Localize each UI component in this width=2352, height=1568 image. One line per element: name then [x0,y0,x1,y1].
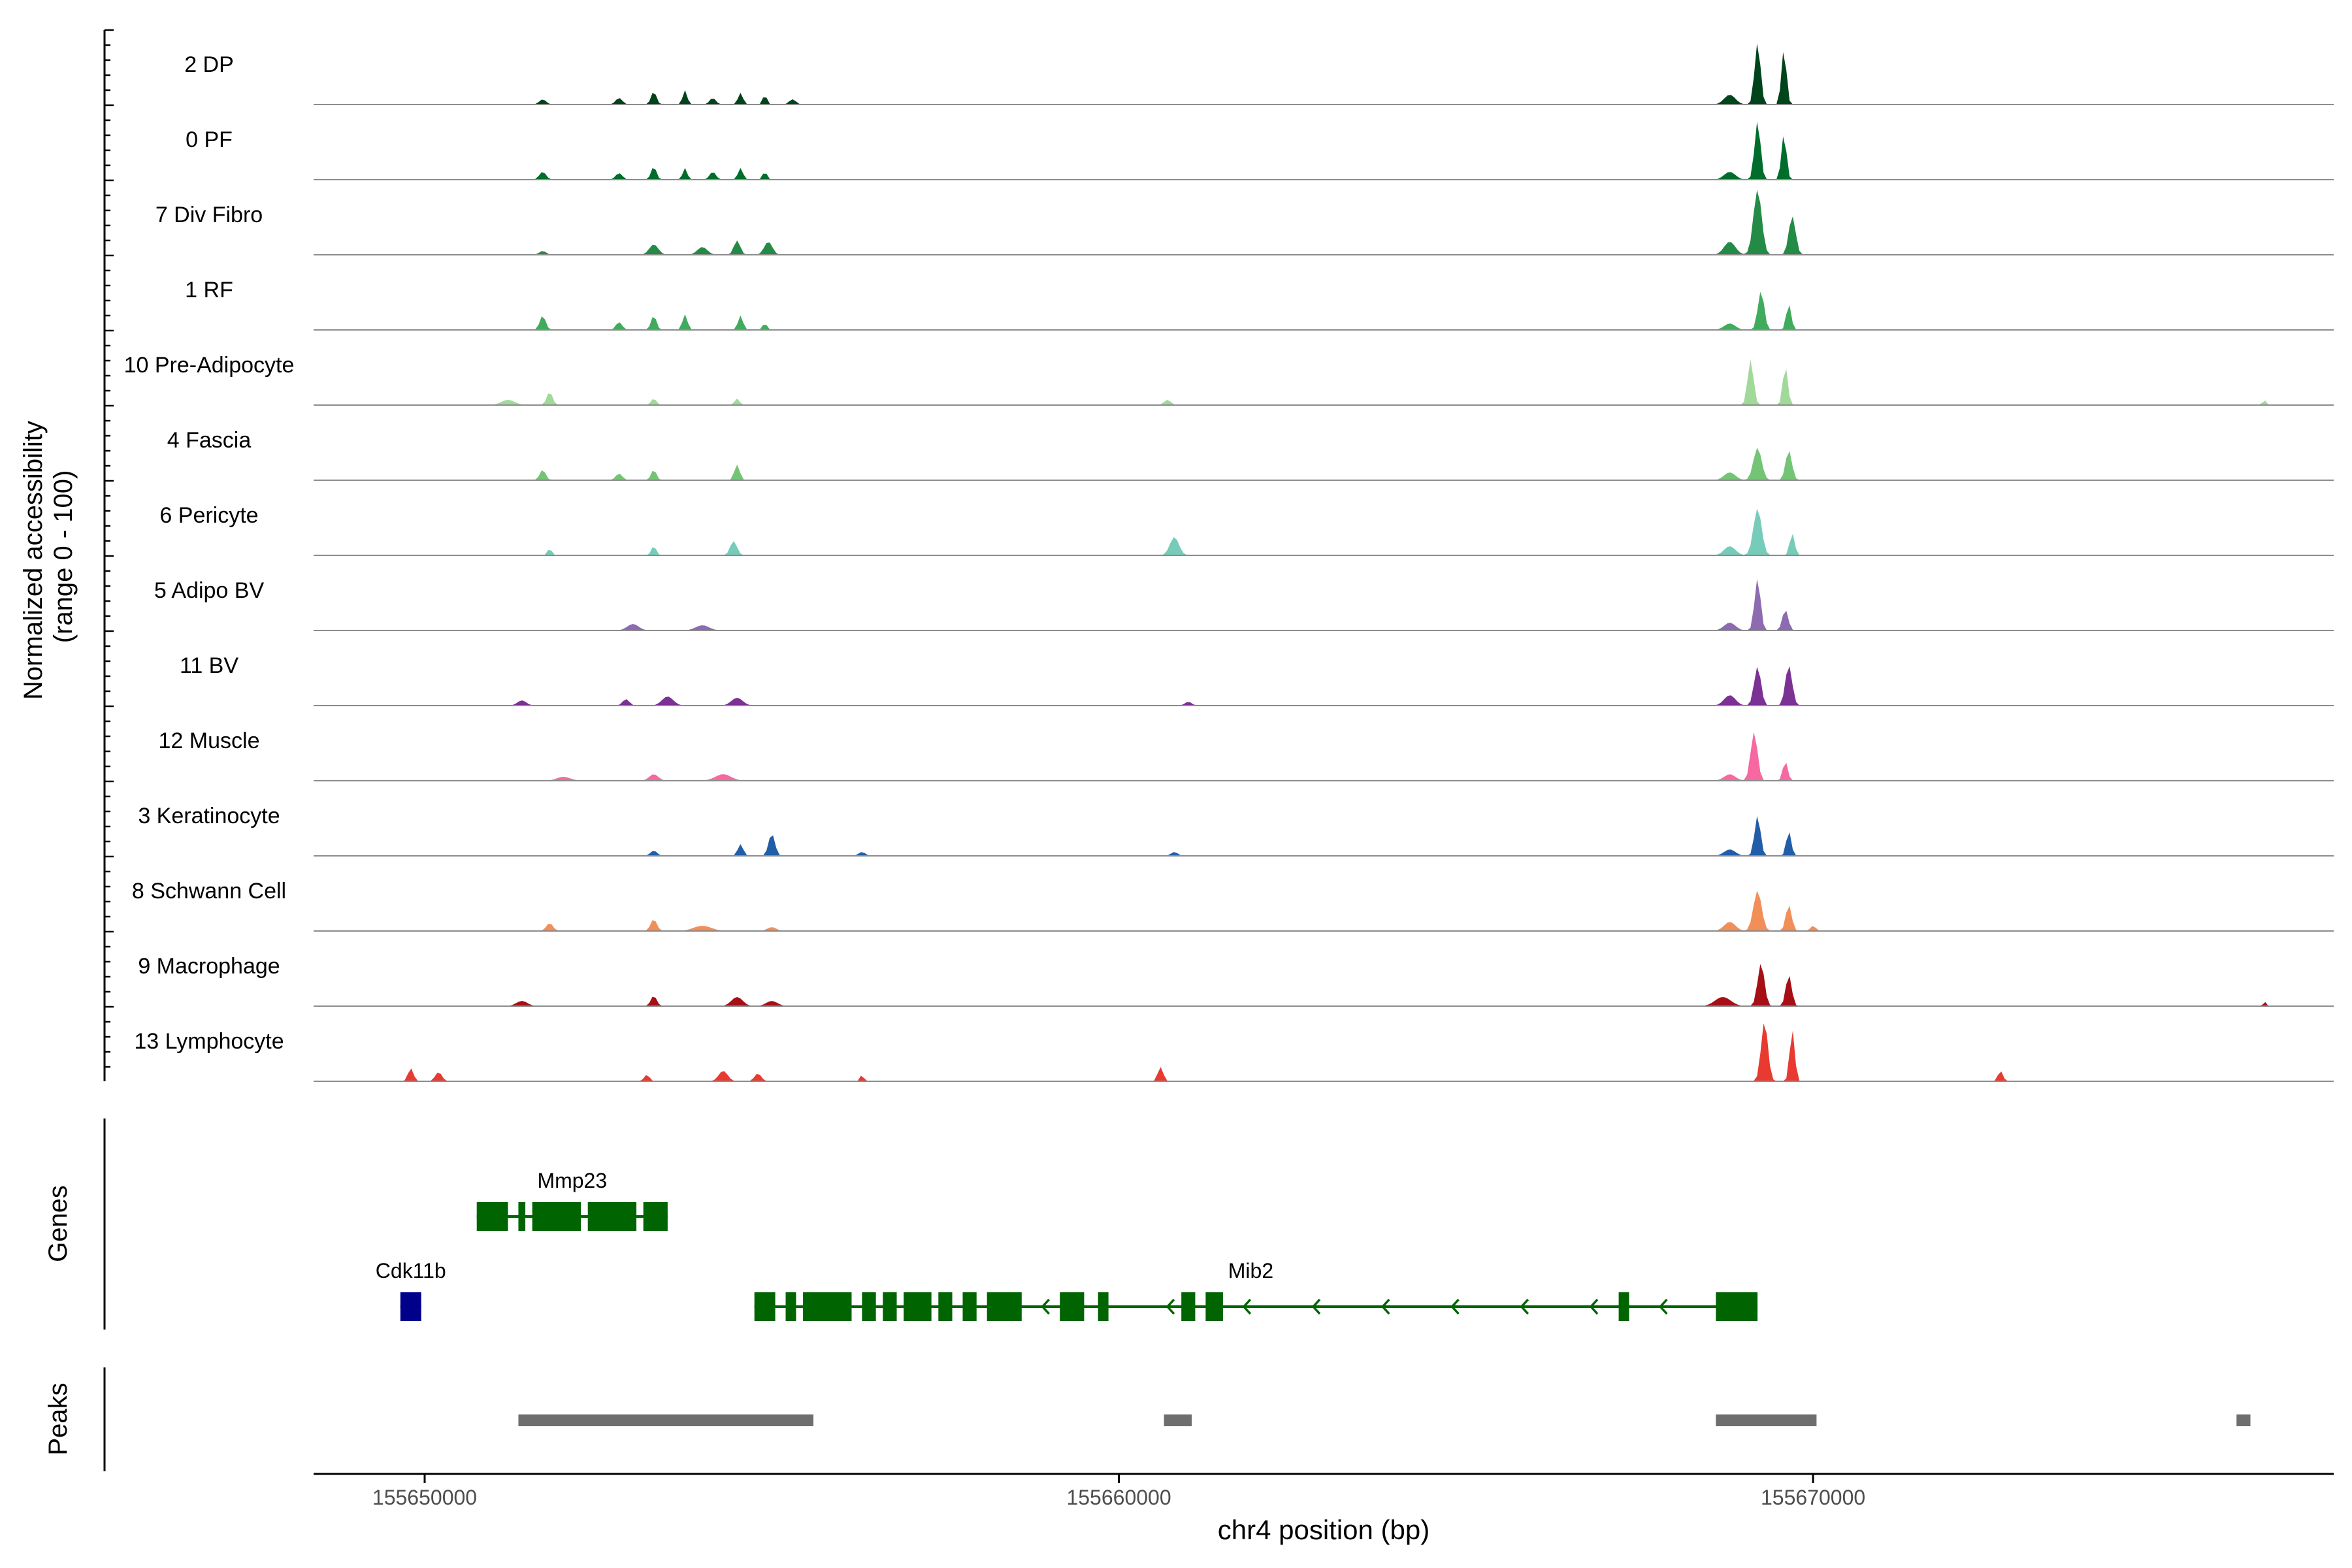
gene-models: Mmp23 Cdk11b Mib2 [376,1169,1758,1321]
gene-exon [1618,1292,1629,1321]
track-0-pf: 0 PF [186,122,2334,180]
strand-arrow [1041,1298,1050,1315]
strand-arrow [1242,1298,1252,1315]
strand-arrow [1658,1298,1668,1315]
x-axis-ticks: 155650000 155660000 155670000 [372,1474,1865,1509]
y-axis-title: Normalized accessibility (range 0 - 100) [19,414,78,700]
peaks-panel: Peaks [44,1367,2251,1471]
gene-exon [518,1202,526,1231]
gene-exon [803,1292,852,1321]
x-tick-label: 155670000 [1761,1486,1865,1509]
coverage-area [314,291,2334,330]
track-label: 9 Macrophage [138,954,280,979]
coverage-area [314,666,2334,706]
coverage-area [314,1023,2334,1081]
gene-label: Mmp23 [537,1169,607,1192]
peak-regions [518,1414,2251,1426]
x-tick-label: 155660000 [1066,1486,1171,1509]
track-2-dp: 2 DP [184,43,2334,105]
track-label: 8 Schwann Cell [132,879,286,904]
track-label: 4 Fascia [167,428,252,453]
track-12-muscle: 12 Muscle [159,728,2334,781]
x-axis-title: chr4 position (bp) [1218,1514,1430,1545]
track-label: 10 Pre-Adipocyte [124,353,295,378]
gene-mib2: Mib2 [754,1259,1758,1321]
track-label: 11 BV [180,653,238,678]
track-7-div-fibro: 7 Div Fibro [155,189,2334,255]
strand-arrow [1450,1298,1460,1315]
gene-exon [400,1292,421,1321]
strand-arrow [1166,1298,1175,1315]
strand-arrow [1380,1298,1390,1315]
track-5-adipo-bv: 5 Adipo BV [154,578,2334,631]
strand-arrow [1520,1298,1529,1315]
gene-exon [587,1202,637,1231]
gene-label: Mib2 [1228,1259,1273,1282]
peak-region [1716,1414,1817,1426]
track-label: 13 Lymphocyte [134,1029,284,1054]
coverage-area [314,732,2334,781]
gene-exon [785,1292,796,1321]
coverage-tracks: 2 DP 0 PF 7 Div Fibro 1 RF 10 Pre-Adipocyte 4… [124,43,2334,1082]
gene-exon [904,1292,932,1321]
coverage-area [314,816,2334,856]
track-9-macrophage: 9 Macrophage [138,954,2334,1007]
track-1-rf: 1 RF [185,278,2334,331]
gene-exon [1716,1292,1758,1321]
track-4-fascia: 4 Fascia [167,428,2334,481]
track-label: 1 RF [185,278,233,302]
track-label: 6 Pericyte [159,503,258,528]
gene-exon [938,1292,953,1321]
y-axis-ticks [105,29,114,1068]
track-label: 7 Div Fibro [155,203,263,227]
peak-region [2236,1414,2251,1426]
track-label: 2 DP [184,52,234,77]
coverage-area [314,964,2334,1006]
gene-exon [643,1202,668,1231]
gene-exon [883,1292,897,1321]
coverage-area [314,189,2334,255]
gene-exon [1205,1292,1223,1321]
coverage-area [314,890,2334,931]
track-3-keratinocyte: 3 Keratinocyte [138,804,2334,857]
coverage-area [314,508,2334,555]
gene-exon [1181,1292,1196,1321]
peak-region [1164,1414,1192,1426]
strand-arrow [1311,1298,1321,1315]
y-axis-title-line1: Normalized accessibility [19,421,48,700]
gene-cdk11b: Cdk11b [376,1259,446,1321]
gene-exon [1060,1292,1085,1321]
peaks-axis-title: Peaks [44,1382,73,1455]
gene-exon [962,1292,977,1321]
gene-exon [987,1292,1022,1321]
track-13-lymphocyte: 13 Lymphocyte [134,1023,2334,1082]
gene-exon [476,1202,508,1231]
coverage-area [314,448,2334,480]
gene-exon [862,1292,876,1321]
gene-exon [754,1292,776,1321]
genes-panel: Genes Mmp23 Cdk11b Mib2 [44,1119,1758,1330]
strand-arrow [1589,1298,1599,1315]
coverage-area [314,122,2334,180]
coverage-area [314,579,2334,630]
coverage-area [314,43,2334,105]
track-label: 5 Adipo BV [154,578,265,603]
coverage-area [314,359,2334,405]
y-axis-title-line2: (range 0 - 100) [49,470,78,644]
track-6-pericyte: 6 Pericyte [159,503,2334,556]
gene-exon [532,1202,581,1231]
gene-exon [1098,1292,1109,1321]
track-label: 3 Keratinocyte [138,804,280,828]
track-11-bv: 11 BV [180,653,2334,706]
x-tick-label: 155650000 [372,1486,477,1509]
peak-region [518,1414,814,1426]
track-label: 0 PF [186,127,233,152]
genes-axis-title: Genes [44,1185,73,1262]
gene-mmp23: Mmp23 [476,1169,668,1231]
track-10-pre-adipocyte: 10 Pre-Adipocyte [124,353,2334,406]
track-label: 12 Muscle [159,728,260,753]
track-8-schwann-cell: 8 Schwann Cell [132,879,2334,932]
gene-label: Cdk11b [376,1259,446,1282]
